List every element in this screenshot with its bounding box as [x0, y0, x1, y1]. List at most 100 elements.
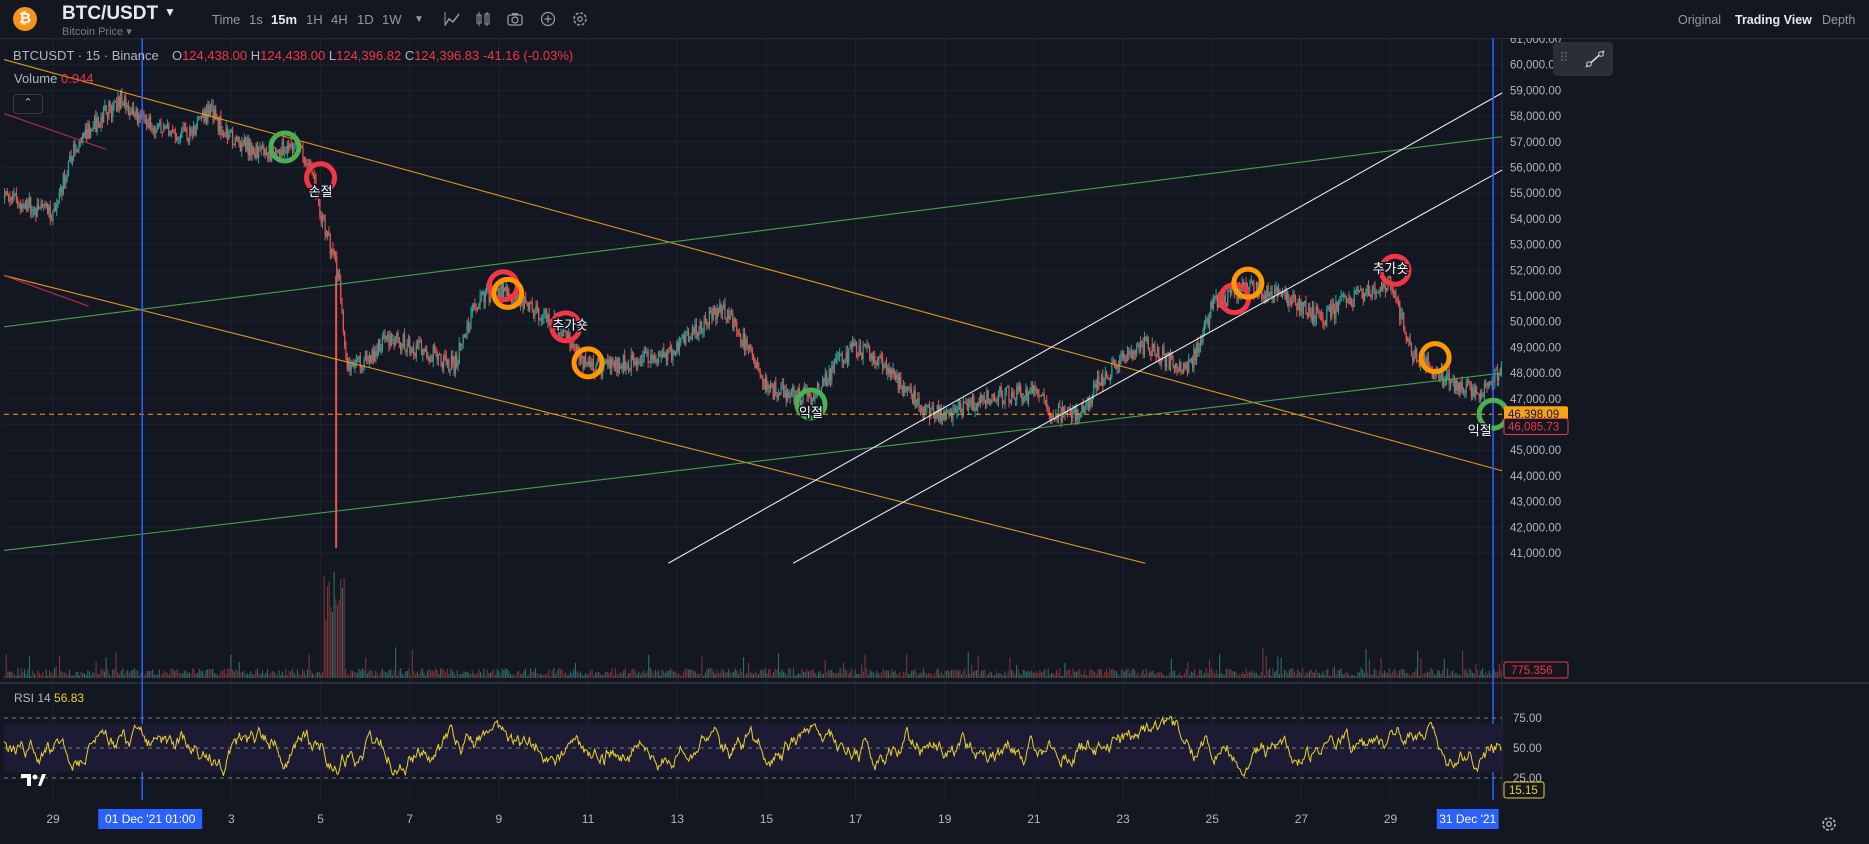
timeframe-1w[interactable]: 1W — [382, 12, 402, 27]
volume-bar — [643, 669, 645, 678]
candle-body — [149, 116, 152, 128]
volume-bar — [40, 675, 42, 678]
candle-body — [896, 374, 898, 380]
volume-bar — [20, 668, 22, 678]
volume-bar — [1140, 672, 1142, 678]
volume-bar — [182, 673, 184, 678]
candle-body — [1332, 304, 1334, 309]
price-chart[interactable]: 손절추가숏익절추가숏익절61,000.0060,000.0059,000.005… — [0, 38, 1869, 844]
candle-body — [1341, 295, 1344, 297]
volume-bar — [1089, 669, 1091, 678]
volume-bar — [937, 668, 939, 678]
volume-bar — [576, 671, 578, 678]
candle-body — [532, 310, 535, 316]
candle-body — [962, 402, 964, 417]
volume-bar — [631, 668, 633, 678]
candle-body — [377, 339, 380, 350]
candle-body — [682, 334, 684, 339]
volume-bar — [634, 670, 636, 678]
volume-bar — [544, 674, 547, 678]
candle-body — [1085, 404, 1087, 408]
symbol-subtitle[interactable]: Bitcoin Price ▾ — [62, 26, 132, 38]
legend-symbol[interactable]: BTCUSDT · 15 · Binance — [13, 48, 159, 63]
tab-original[interactable]: Original — [1678, 13, 1722, 27]
candle-body — [117, 96, 119, 111]
candle-body — [401, 346, 403, 351]
candle-body — [456, 355, 458, 368]
volume-bar — [1242, 671, 1244, 678]
volume-bar — [633, 668, 635, 678]
volume-label[interactable]: Volume — [14, 71, 58, 86]
candle-body — [1495, 369, 1497, 371]
volume-bar — [1187, 661, 1189, 678]
candle-body — [1315, 306, 1317, 320]
timeframe-1h[interactable]: 1H — [306, 12, 323, 27]
volume-bar — [1059, 668, 1061, 678]
candle-body — [1365, 293, 1367, 295]
candle-body — [411, 348, 413, 353]
candle-body — [1251, 281, 1254, 283]
volume-bar — [638, 671, 640, 678]
add-icon[interactable] — [540, 11, 556, 27]
volume-bar — [896, 674, 898, 678]
tab-trading-view[interactable]: Trading View — [1735, 13, 1812, 27]
candle-body — [1091, 394, 1093, 404]
volume-bar — [1077, 670, 1079, 678]
candle-body — [1030, 386, 1032, 391]
candle-body — [1042, 394, 1044, 396]
volume-bar — [320, 674, 322, 678]
volume-bar — [500, 674, 502, 678]
trendline-tool-icon[interactable] — [1583, 48, 1607, 70]
candle-body — [655, 358, 657, 363]
collapse-legend-button[interactable]: ⌃ — [13, 94, 43, 114]
symbol-title[interactable]: BTC/USDT — [62, 3, 159, 24]
volume-bar — [1182, 675, 1184, 678]
tradingview-logo-icon[interactable] — [20, 772, 52, 794]
chart-settings-icon[interactable] — [1821, 816, 1837, 836]
rsi-label[interactable]: RSI 14 — [14, 691, 51, 705]
settings-icon[interactable] — [572, 11, 588, 27]
volume-bar — [912, 670, 914, 678]
candle-body — [387, 334, 389, 336]
candle-body — [1353, 291, 1355, 307]
volume-bar — [1025, 671, 1028, 678]
tab-depth[interactable]: Depth — [1822, 13, 1856, 27]
candle-body — [166, 124, 169, 128]
camera-icon[interactable] — [507, 11, 523, 27]
drag-handle-icon[interactable]: ⠿ — [1559, 50, 1569, 65]
caret-down-icon[interactable]: ▼ — [164, 5, 176, 19]
candle-body — [1326, 310, 1328, 325]
timeframe-15m[interactable]: 15m — [271, 12, 298, 27]
drawing-toolbox[interactable]: ⠿ — [1553, 42, 1613, 76]
volume-bar — [238, 662, 240, 678]
volume-bar — [90, 675, 92, 678]
volume-badge-bg — [1503, 661, 1569, 679]
candle-body — [710, 310, 712, 312]
time-axis-label: 25 — [1206, 812, 1220, 826]
volume-bar — [526, 675, 528, 678]
timeframe-4h[interactable]: 4H — [331, 12, 348, 27]
time-axis-label: 15 — [760, 812, 774, 826]
volume-bar — [336, 604, 338, 678]
volume-bar — [1245, 668, 1247, 678]
chevron-down-icon[interactable]: ▼ — [414, 14, 424, 25]
candle-body — [1313, 306, 1315, 322]
indicator-icon[interactable] — [444, 11, 460, 27]
candle-body — [1337, 303, 1340, 311]
candle-body — [273, 147, 275, 149]
timeframe-time[interactable]: Time — [212, 12, 241, 27]
candle-body — [61, 186, 63, 195]
candle-body — [824, 374, 826, 382]
volume-bar — [528, 674, 530, 678]
candle-body — [172, 130, 174, 132]
timeframe-1s[interactable]: 1s — [249, 12, 263, 27]
volume-bar — [1278, 674, 1281, 678]
volume-bar — [1338, 670, 1340, 678]
timeframe-1d[interactable]: 1D — [357, 12, 374, 27]
candle-body — [558, 333, 561, 335]
compare-icon[interactable] — [475, 11, 491, 27]
candle-body — [393, 339, 395, 346]
candle-body — [14, 192, 16, 195]
candle-body — [1266, 286, 1268, 301]
volume-bar — [1157, 672, 1159, 678]
